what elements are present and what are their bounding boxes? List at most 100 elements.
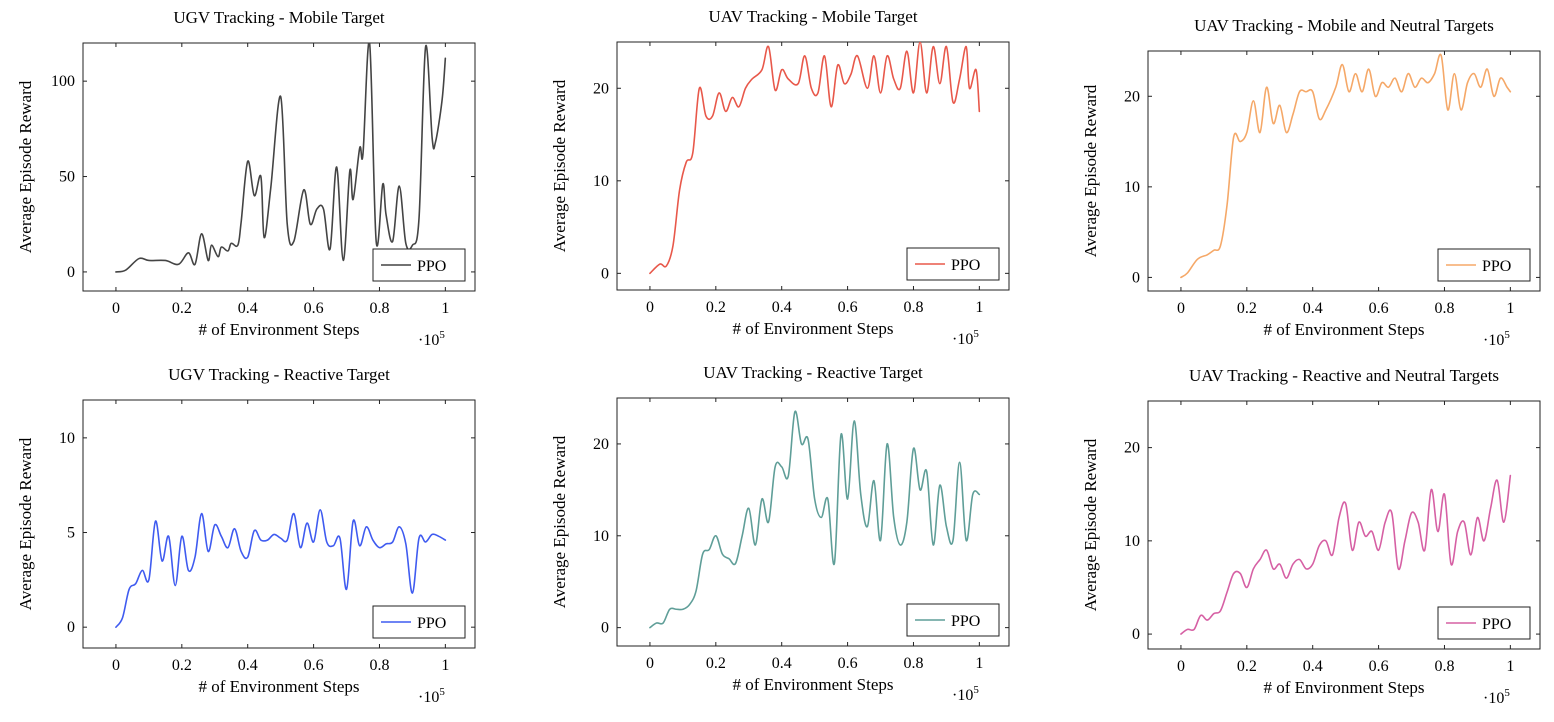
x-tick-label: 0.4 xyxy=(772,655,792,672)
chart-panel-6: UAV Tracking - Reactive and Neutral Targ… xyxy=(1081,366,1541,707)
chart-panel-5: UAV Tracking - Reactive Target 0 0.2 0.4 0.6… xyxy=(550,363,1010,704)
legend-label: PPO xyxy=(951,613,980,630)
x-axis-multiplier: ·105 xyxy=(952,684,979,704)
plot-frame xyxy=(1147,400,1541,650)
x-tick-label: 0.8 xyxy=(369,300,389,317)
x-tick-label: 0 xyxy=(1177,300,1185,317)
x-tick-label: 0 xyxy=(1177,658,1185,675)
x-axis-multiplier-base: ·10 xyxy=(952,331,973,348)
plot-frame xyxy=(82,399,476,649)
x-axis-multiplier-exponent: 5 xyxy=(1504,329,1510,341)
x-axis-multiplier: ·105 xyxy=(952,328,979,348)
series-line-ppo xyxy=(115,509,447,628)
x-axis-multiplier-base: ·10 xyxy=(1483,690,1504,707)
chart-panel-1: UGV Tracking - Mobile Target 0 0.2 0.4 0.6 0.… xyxy=(16,8,476,349)
chart-panel-2: UAV Tracking - Mobile Target 0 0.2 0.4 0.6 0.… xyxy=(550,7,1010,348)
series-line-ppo xyxy=(115,43,447,273)
x-axis-multiplier: ·105 xyxy=(1483,687,1510,707)
y-tick-label: 0 xyxy=(601,620,609,637)
series-line-ppo xyxy=(649,410,981,629)
legend: PPO xyxy=(906,247,1000,281)
plot-frame xyxy=(616,41,1010,291)
y-tick-label: 100 xyxy=(51,73,75,90)
x-tick-label: 0.8 xyxy=(903,299,923,316)
x-tick-label: 0 xyxy=(112,657,120,674)
y-tick-label: 10 xyxy=(1124,179,1140,196)
x-axis-label: # of Environment Steps xyxy=(1263,320,1424,339)
series-line-ppo xyxy=(649,42,981,275)
y-axis-label: Average Episode Reward xyxy=(550,435,569,608)
x-axis-label: # of Environment Steps xyxy=(732,675,893,694)
x-axis-multiplier-exponent: 5 xyxy=(973,684,979,696)
x-tick-label: 0.2 xyxy=(706,655,726,672)
x-tick-label: 0.6 xyxy=(1369,300,1389,317)
x-axis-multiplier-exponent: 5 xyxy=(1504,687,1510,699)
x-tick-label: 0.6 xyxy=(838,299,858,316)
y-axis-label: Average Episode Reward xyxy=(16,80,35,253)
chart-title: UAV Tracking - Mobile and Neutral Target… xyxy=(1194,16,1494,35)
x-tick-label: 0.4 xyxy=(238,657,258,674)
x-tick-label: 0.6 xyxy=(1369,658,1389,675)
plot-frame xyxy=(82,42,476,292)
x-tick-label: 0.8 xyxy=(369,657,389,674)
y-tick-label: 0 xyxy=(1132,626,1140,643)
legend: PPO xyxy=(906,603,1000,637)
x-tick-label: 1 xyxy=(975,655,983,672)
series-line-ppo xyxy=(1180,53,1512,279)
x-axis-label: # of Environment Steps xyxy=(198,320,359,339)
x-tick-label: 0.6 xyxy=(304,300,324,317)
y-tick-label: 0 xyxy=(601,265,609,282)
y-axis-label: Average Episode Reward xyxy=(1081,438,1100,611)
chart-panel-4: UGV Tracking - Reactive Target 0 0.2 0.4 0.6… xyxy=(16,365,476,706)
x-axis-multiplier: ·105 xyxy=(1483,329,1510,349)
y-tick-label: 20 xyxy=(593,436,609,453)
plot-frame xyxy=(1147,50,1541,292)
x-tick-label: 0.8 xyxy=(1434,658,1454,675)
x-tick-label: 0.8 xyxy=(1434,300,1454,317)
x-tick-label: 1 xyxy=(441,300,449,317)
x-tick-label: 0 xyxy=(112,300,120,317)
x-axis-multiplier-exponent: 5 xyxy=(439,686,445,698)
x-tick-label: 1 xyxy=(1506,658,1514,675)
y-tick-label: 10 xyxy=(59,430,75,447)
y-tick-label: 0 xyxy=(67,619,75,636)
x-tick-label: 0.2 xyxy=(172,300,192,317)
y-axis-label: Average Episode Reward xyxy=(16,437,35,610)
x-axis-label: # of Environment Steps xyxy=(1263,678,1424,697)
y-axis-label: Average Episode Reward xyxy=(1081,84,1100,257)
x-tick-label: 0.8 xyxy=(903,655,923,672)
y-tick-label: 0 xyxy=(1132,269,1140,286)
y-tick-label: 20 xyxy=(593,80,609,97)
x-axis-label: # of Environment Steps xyxy=(732,319,893,338)
x-tick-label: 0.2 xyxy=(706,299,726,316)
legend-label: PPO xyxy=(1482,616,1511,633)
x-axis-multiplier-exponent: 5 xyxy=(439,329,445,341)
x-tick-label: 0.6 xyxy=(304,657,324,674)
x-axis-label: # of Environment Steps xyxy=(198,677,359,696)
legend: PPO xyxy=(372,605,466,639)
x-tick-label: 1 xyxy=(441,657,449,674)
y-tick-label: 0 xyxy=(67,264,75,281)
series-line-ppo xyxy=(1180,474,1512,635)
x-axis-multiplier-exponent: 5 xyxy=(973,328,979,340)
x-tick-label: 0 xyxy=(646,655,654,672)
y-tick-label: 20 xyxy=(1124,88,1140,105)
legend: PPO xyxy=(1437,248,1531,282)
x-tick-label: 1 xyxy=(975,299,983,316)
chart-title: UAV Tracking - Reactive and Neutral Targ… xyxy=(1189,366,1499,385)
x-axis-multiplier-base: ·10 xyxy=(418,689,439,706)
x-axis-multiplier-base: ·10 xyxy=(952,687,973,704)
y-tick-label: 20 xyxy=(1124,440,1140,457)
x-tick-label: 0.4 xyxy=(1303,300,1323,317)
y-tick-label: 10 xyxy=(1124,533,1140,550)
x-tick-label: 0.4 xyxy=(772,299,792,316)
x-axis-multiplier-base: ·10 xyxy=(1483,332,1504,349)
legend-label: PPO xyxy=(417,258,446,275)
legend: PPO xyxy=(1437,606,1531,640)
x-tick-label: 0.2 xyxy=(1237,300,1257,317)
legend-label: PPO xyxy=(1482,258,1511,275)
chart-title: UGV Tracking - Mobile Target xyxy=(173,8,385,27)
y-axis-label: Average Episode Reward xyxy=(550,79,569,252)
chart-panel-3: UAV Tracking - Mobile and Neutral Target… xyxy=(1081,16,1541,349)
